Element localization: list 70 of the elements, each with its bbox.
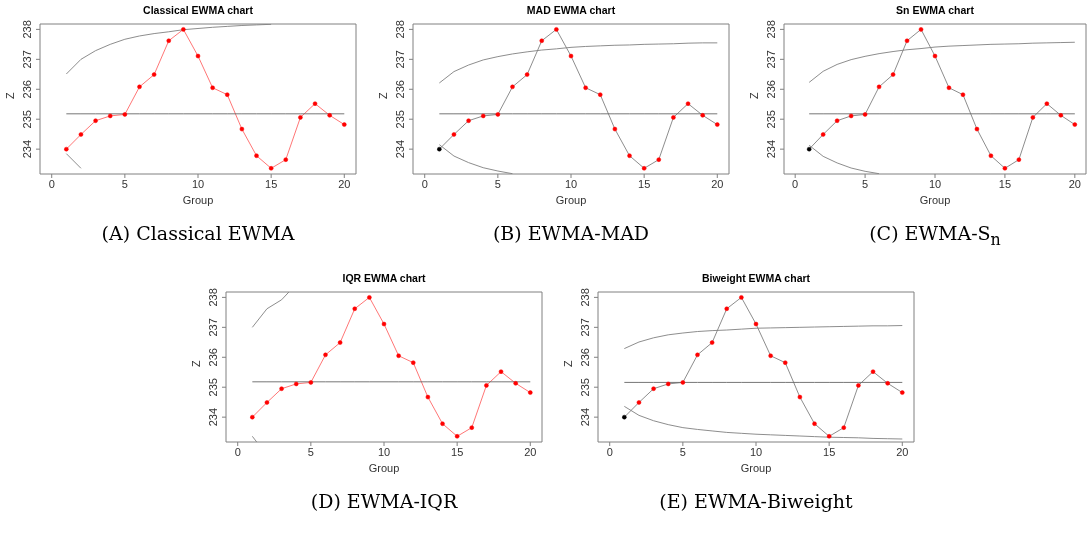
x-tick-label: 20 xyxy=(1068,177,1081,190)
x-tick-label: 15 xyxy=(451,445,464,458)
x-tick-label: 10 xyxy=(928,177,942,190)
x-tick-label: 15 xyxy=(265,177,278,190)
y-tick-label: 238 xyxy=(394,20,406,39)
text: (A) Classical EWMA xyxy=(100,222,296,244)
y-axis-title: Z xyxy=(189,360,202,367)
y-tick-label: 238 xyxy=(207,288,219,307)
x-tick-label: 0 xyxy=(234,445,241,458)
y-tick-label: 234 xyxy=(21,139,33,159)
x-tick-label: 5 xyxy=(307,445,314,458)
text: (B) EWMA-MAD xyxy=(491,222,651,244)
x-tick-label: 20 xyxy=(711,177,724,190)
x-axis-title: Group xyxy=(919,194,951,206)
x-tick-label: 0 xyxy=(606,445,613,458)
x-tick-label: 0 xyxy=(792,177,799,190)
y-tick-label: 235 xyxy=(207,378,219,397)
x-tick-label: 10 xyxy=(377,445,391,458)
x-tick-label: 15 xyxy=(638,177,651,190)
y-tick-label: 236 xyxy=(21,80,33,99)
x-tick-label: 10 xyxy=(564,177,578,190)
y-tick-label: 238 xyxy=(21,20,33,39)
y-tick-label: 236 xyxy=(765,80,777,99)
chart-title: MAD EWMA chart xyxy=(525,3,617,18)
y-tick-label: 234 xyxy=(579,407,591,427)
y-tick-label: 234 xyxy=(765,139,777,159)
chart-title: Sn EWMA chart xyxy=(895,3,975,18)
y-tick-label: 235 xyxy=(579,378,591,397)
y-tick-label: 235 xyxy=(765,110,777,129)
y-tick-label: 236 xyxy=(394,80,406,99)
y-tick-label: 237 xyxy=(394,50,406,69)
chart-title: Classical EWMA chart xyxy=(142,3,254,18)
y-tick-label: 236 xyxy=(207,348,219,367)
x-tick-label: 20 xyxy=(524,445,537,458)
y-tick-label: 234 xyxy=(394,139,406,159)
x-tick-label: 0 xyxy=(421,177,428,190)
y-tick-label: 235 xyxy=(21,110,33,129)
x-axis-title: Group xyxy=(555,194,587,206)
y-tick-label: 235 xyxy=(394,110,406,129)
x-axis-title: Group xyxy=(740,462,772,474)
y-axis-title: Z xyxy=(376,92,389,99)
y-tick-label: 238 xyxy=(579,288,591,307)
y-tick-label: 236 xyxy=(579,348,591,367)
x-tick-label: 0 xyxy=(48,177,55,190)
y-axis-title: Z xyxy=(3,92,16,99)
x-tick-label: 15 xyxy=(823,445,836,458)
y-tick-label: 237 xyxy=(765,50,777,69)
text: (D) EWMA-IQR xyxy=(309,490,459,512)
x-tick-label: 15 xyxy=(998,177,1012,190)
x-tick-label: 5 xyxy=(679,445,686,458)
x-tick-label: 5 xyxy=(862,177,869,190)
chart-title: IQR EWMA chart xyxy=(341,271,427,286)
y-axis-title: Z xyxy=(747,92,760,99)
x-tick-label: 10 xyxy=(191,177,205,190)
y-tick-label: 237 xyxy=(207,318,219,337)
y-tick-label: 237 xyxy=(579,318,591,337)
text: (C) EWMA-S$_{n}$ xyxy=(868,222,1002,249)
text: (E) EWMA-Biweight xyxy=(658,490,854,512)
y-tick-label: 238 xyxy=(765,20,777,39)
x-axis-title: Group xyxy=(368,462,400,474)
x-tick-label: 10 xyxy=(749,445,763,458)
chart-title: Biweight EWMA chart xyxy=(700,271,812,286)
y-tick-label: 237 xyxy=(21,50,33,69)
y-tick-label: 234 xyxy=(207,407,219,427)
x-tick-label: 5 xyxy=(121,177,128,190)
x-tick-label: 20 xyxy=(896,445,909,458)
x-axis-title: Group xyxy=(182,194,214,206)
x-tick-label: 5 xyxy=(494,177,501,190)
y-axis-title: Z xyxy=(561,360,574,367)
x-tick-label: 20 xyxy=(338,177,351,190)
